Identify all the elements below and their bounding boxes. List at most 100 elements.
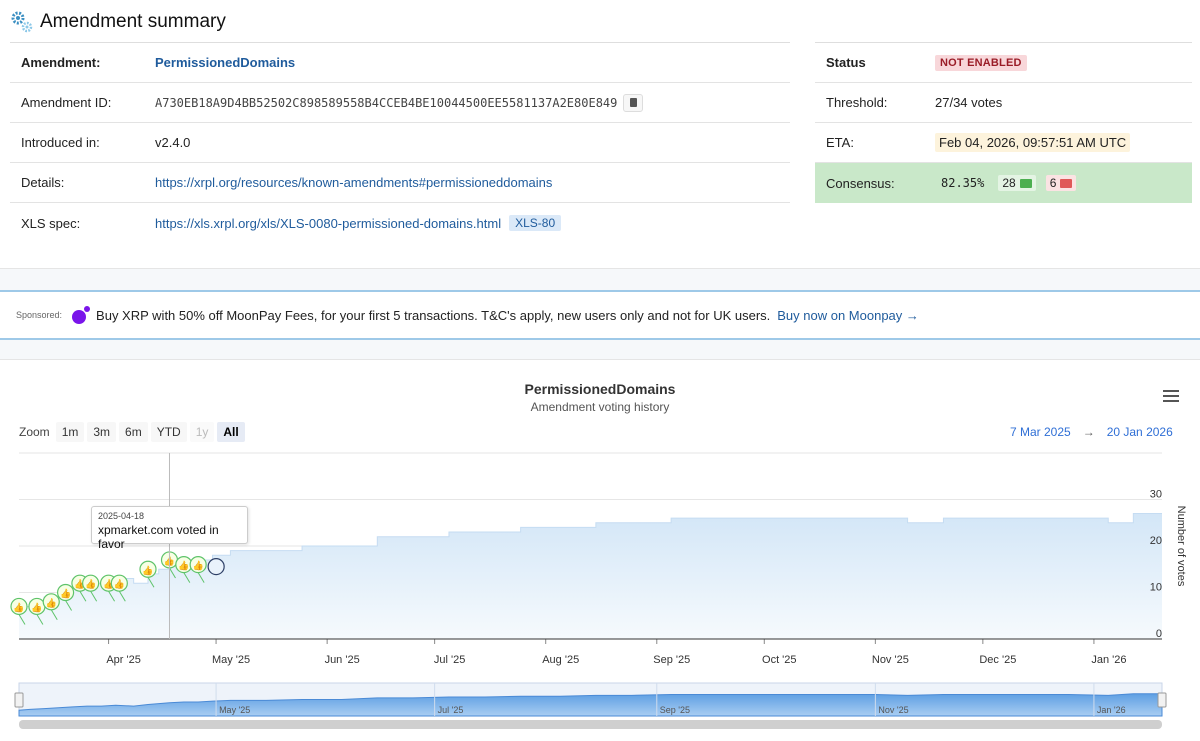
vote-marker: 👍 xyxy=(189,556,207,583)
sponsor-banner: Sponsored: Buy XRP with 50% off MoonPay … xyxy=(0,290,1200,340)
eta-value: Feb 04, 2026, 09:57:51 AM UTC xyxy=(935,133,1131,152)
navigator-tick-label: Nov '25 xyxy=(878,705,908,715)
navigator-scrollbar xyxy=(19,720,1162,729)
moonpay-logo-icon xyxy=(72,306,91,324)
navigator-left-handle xyxy=(14,692,24,708)
vote-marker-highlight xyxy=(207,558,225,576)
svg-text:👍: 👍 xyxy=(142,564,153,575)
consensus-percent: 82.35% xyxy=(941,176,985,190)
vote-marker: 👍 xyxy=(42,593,60,621)
navigator-tick-label: Jan '26 xyxy=(1097,705,1126,715)
date-range: 7 Mar 2025 → 20 Jan 2026 xyxy=(1010,425,1173,439)
no-votes-badge: 6 xyxy=(1045,175,1077,191)
yes-votes-badge: 28 xyxy=(998,175,1036,191)
navigator-tick-label: Sep '25 xyxy=(660,705,690,715)
svg-text:👍: 👍 xyxy=(74,578,85,589)
chart-subtitle: Amendment voting history xyxy=(530,400,670,414)
threshold-label: Threshold: xyxy=(826,95,888,110)
thumbs-up-icon xyxy=(1019,178,1032,188)
tooltip-date: 2025-04-18 xyxy=(98,511,145,521)
introduced-row: Introduced in: v2.4.0 xyxy=(10,123,790,163)
range-from[interactable]: 7 Mar 2025 xyxy=(1010,425,1071,439)
chart-tooltip: 2025-04-18 xpmarket.com voted in favor xyxy=(91,506,248,551)
amendment-label: Amendment: xyxy=(21,55,101,70)
eta-label: ETA: xyxy=(826,135,854,150)
eta-row: ETA: Feb 04, 2026, 09:57:51 AM UTC xyxy=(815,123,1192,163)
sponsor-cta-link[interactable]: Buy now on Moonpay → xyxy=(777,307,919,323)
vote-marker: 👍 xyxy=(82,574,100,602)
xls-spec-link[interactable]: https://xls.xrpl.org/xls/XLS-0080-permis… xyxy=(155,215,502,231)
status-label: Status xyxy=(826,55,866,70)
consensus-row: Consensus: 82.35% 28 6 xyxy=(815,163,1192,203)
x-tick-label: Apr '25 xyxy=(106,654,141,666)
x-tick-label: Nov '25 xyxy=(872,654,909,666)
gears-icon xyxy=(11,11,33,33)
zoom-1y-button[interactable]: 1y xyxy=(189,422,215,442)
x-tick-label: Dec '25 xyxy=(979,654,1016,666)
svg-text:👍: 👍 xyxy=(114,578,125,589)
zoom-3m-button[interactable]: 3m xyxy=(87,422,117,442)
x-tick-label: Jun '25 xyxy=(325,654,360,666)
amendment-details-table: Amendment: PermissionedDomains Amendment… xyxy=(10,42,790,243)
vote-marker: 👍 xyxy=(175,556,193,583)
amendment-id-row: Amendment ID: A730EB18A9D4BB52502C898589… xyxy=(10,83,790,123)
x-tick-label: May '25 xyxy=(212,654,250,666)
details-link[interactable]: https://xrpl.org/resources/known-amendme… xyxy=(155,175,553,190)
introduced-label: Introduced in: xyxy=(21,135,100,150)
zoom-all-button[interactable]: All xyxy=(217,422,245,442)
xls-badge: XLS-80 xyxy=(509,215,562,231)
y-tick-label: 10 xyxy=(1150,582,1162,594)
svg-text:👍: 👍 xyxy=(60,588,71,599)
separator-band xyxy=(0,268,1200,290)
navigator-tick-label: May '25 xyxy=(219,705,250,715)
navigator-tick-label: Jul '25 xyxy=(438,705,464,715)
x-tick-label: Jul '25 xyxy=(434,654,465,666)
sponsor-text: Buy XRP with 50% off MoonPay Fees, for y… xyxy=(96,307,771,323)
amendment-id-label: Amendment ID: xyxy=(21,95,112,110)
vote-marker: 👍 xyxy=(110,574,128,602)
xls-label: XLS spec: xyxy=(21,215,81,231)
consensus-label: Consensus: xyxy=(826,175,895,191)
xls-row: XLS spec: https://xls.xrpl.org/xls/XLS-0… xyxy=(10,203,790,243)
svg-text:👍: 👍 xyxy=(13,601,24,612)
navigator-series xyxy=(18,693,1163,717)
chart-title: PermissionedDomains xyxy=(524,381,676,397)
details-label: Details: xyxy=(21,175,65,190)
y-tick-label: 30 xyxy=(1150,489,1162,501)
threshold-row: Threshold: 27/34 votes xyxy=(815,83,1192,123)
svg-text:👍: 👍 xyxy=(178,560,189,571)
details-row: Details: https://xrpl.org/resources/know… xyxy=(10,163,790,203)
introduced-value: v2.4.0 xyxy=(155,135,191,150)
zoom-ytd-button[interactable]: YTD xyxy=(150,422,187,442)
range-to[interactable]: 20 Jan 2026 xyxy=(1106,425,1173,439)
svg-text:👍: 👍 xyxy=(85,578,96,589)
chart-menu-icon[interactable] xyxy=(1163,390,1179,402)
tooltip-text: xpmarket.com voted in favor xyxy=(98,523,219,551)
thumbs-down-icon xyxy=(1060,178,1073,188)
svg-text:👍: 👍 xyxy=(193,560,204,571)
svg-text:👍: 👍 xyxy=(31,601,42,612)
amendment-id-value: A730EB18A9D4BB52502C898589558B4CCEB4BE10… xyxy=(155,95,618,110)
page-title: Amendment summary xyxy=(40,11,226,32)
status-badge: NOT ENABLED xyxy=(935,54,1027,71)
vote-marker: 👍 xyxy=(56,583,75,611)
separator-band-2 xyxy=(0,340,1200,360)
x-tick-label: Sep '25 xyxy=(653,654,690,666)
range-arrow: → xyxy=(1082,425,1095,439)
x-tick-label: Jan '26 xyxy=(1091,654,1126,666)
zoom-6m-button[interactable]: 6m xyxy=(119,422,148,442)
svg-text:👍: 👍 xyxy=(103,578,114,589)
x-tick-label: Oct '25 xyxy=(762,654,797,666)
svg-text:👍: 👍 xyxy=(46,597,57,608)
y-tick-label: 20 xyxy=(1150,535,1162,547)
amendment-name-link[interactable]: PermissionedDomains xyxy=(155,55,296,70)
vote-marker: 👍 xyxy=(10,597,28,625)
no-count: 6 xyxy=(1049,176,1057,190)
yes-count: 28 xyxy=(1002,176,1016,190)
zoom-1m-button[interactable]: 1m xyxy=(55,422,85,442)
navigator-right-handle xyxy=(1157,692,1167,708)
x-tick-label: Aug '25 xyxy=(542,654,579,666)
voting-history-chart: PermissionedDomains Amendment voting his… xyxy=(0,361,1200,741)
copy-icon[interactable] xyxy=(623,93,644,112)
